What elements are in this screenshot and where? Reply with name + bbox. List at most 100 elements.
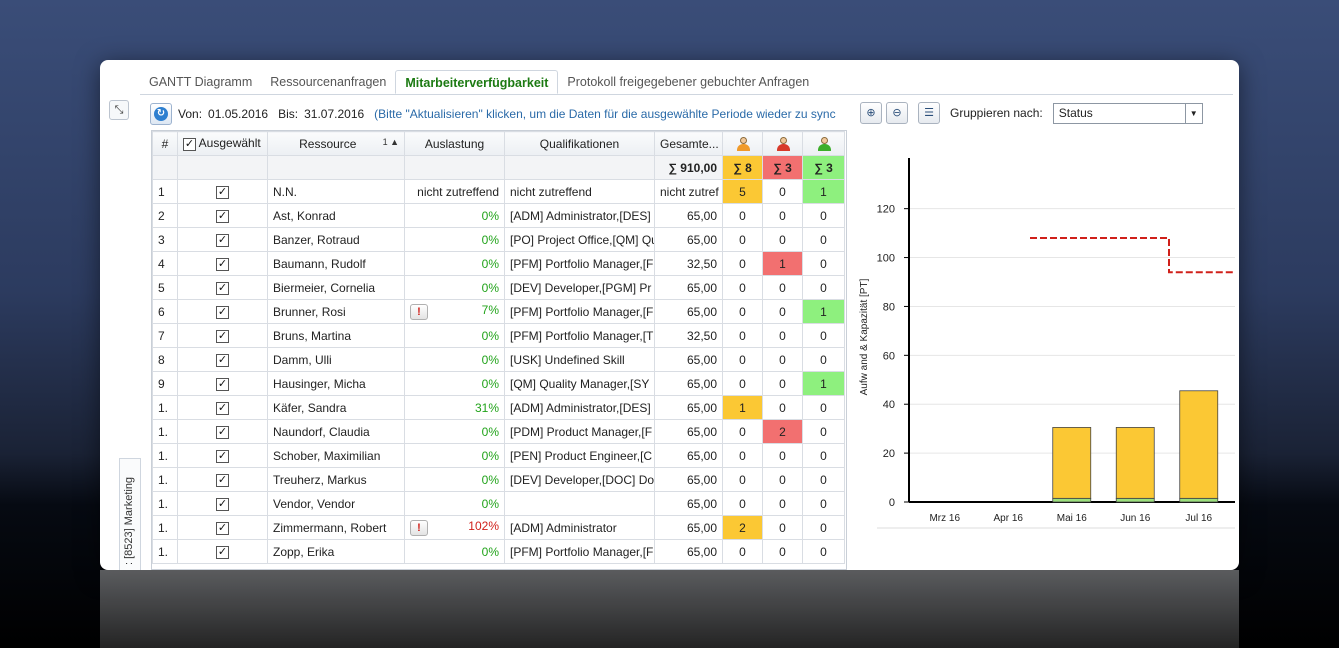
row-selected[interactable]: ✓ bbox=[177, 251, 268, 276]
table-row[interactable]: 1 ✓ N.N. nicht zutreffend nicht zutreffend ni… bbox=[152, 179, 845, 204]
row-checkbox[interactable]: ✓ bbox=[216, 329, 229, 343]
row-checkbox[interactable]: ✓ bbox=[216, 521, 229, 535]
total-cell: 65,00 bbox=[654, 227, 723, 252]
total-cell: 32,50 bbox=[654, 323, 723, 348]
from-date[interactable]: 01.05.2016 bbox=[208, 107, 269, 121]
row-checkbox[interactable]: ✓ bbox=[216, 449, 229, 463]
col-header-qualifications[interactable]: Qualifikationen bbox=[504, 131, 655, 156]
status-green-cell: 0 bbox=[802, 419, 845, 444]
row-checkbox[interactable]: ✓ bbox=[216, 425, 229, 439]
row-selected[interactable]: ✓ bbox=[177, 203, 268, 228]
row-selected[interactable]: ✓ bbox=[177, 467, 268, 492]
capacity-chart: 0 20 40 60 80 100 120 Aufw and & Kapazität [PT]… bbox=[859, 158, 1235, 529]
tab-employee-availability[interactable]: Mitarbeiterverfügbarkeit bbox=[395, 70, 559, 94]
tab-gantt[interactable]: GANTT Diagramm bbox=[149, 75, 253, 89]
row-selected[interactable]: ✓ bbox=[177, 419, 268, 444]
row-checkbox[interactable]: ✓ bbox=[216, 401, 229, 415]
row-checkbox[interactable]: ✓ bbox=[216, 281, 229, 295]
refresh-button[interactable]: ↻ bbox=[150, 103, 172, 125]
to-date[interactable]: 31.07.2016 bbox=[304, 107, 365, 121]
row-number: 1. bbox=[152, 443, 178, 468]
table-row[interactable]: 1. ✓ Zopp, Erika 0% [PFM] Portfolio Manager,… bbox=[152, 539, 845, 564]
warning-icon[interactable]: ! bbox=[410, 520, 428, 536]
utilization-cell: 0% bbox=[404, 443, 505, 468]
utilization-cell: 0% bbox=[404, 371, 505, 396]
col-header-selected-label: Ausgewählt bbox=[198, 136, 261, 151]
x-tick-label: Mrz 16 bbox=[929, 513, 960, 524]
table-row[interactable]: 1. ✓ Treuherz, Markus 0% [DEV] Developer,[DO… bbox=[152, 467, 845, 492]
row-checkbox[interactable]: ✓ bbox=[216, 353, 229, 367]
main-window: GANTT Diagramm Ressourcenanfragen Mitarb… bbox=[100, 60, 1239, 570]
row-checkbox[interactable]: ✓ bbox=[216, 545, 229, 559]
total-cell: 65,00 bbox=[654, 395, 723, 420]
table-row[interactable]: 9 ✓ Hausinger, Micha 0% [QM] Quality Manager… bbox=[152, 371, 845, 396]
row-selected[interactable]: ✓ bbox=[177, 539, 268, 564]
list-button[interactable]: ☰ bbox=[918, 102, 940, 124]
table-row[interactable]: 1. ✓ Vendor, Vendor 0% 65,00 0 0 0 bbox=[152, 491, 845, 516]
table-row[interactable]: 8 ✓ Damm, Ulli 0% [USK] Undefined Skill 65,00… bbox=[152, 347, 845, 372]
row-selected[interactable]: ✓ bbox=[177, 443, 268, 468]
col-header-num[interactable]: # bbox=[152, 131, 178, 156]
row-checkbox[interactable]: ✓ bbox=[216, 233, 229, 247]
row-selected[interactable]: ✓ bbox=[177, 179, 268, 204]
table-row[interactable]: 4 ✓ Baumann, Rudolf 0% [PFM] Portfolio Manag… bbox=[152, 251, 845, 276]
utilization-value: nicht zutreffend bbox=[417, 184, 499, 199]
table-row[interactable]: 1. ✓ Schober, Maximilian 0% [PEN] Product En… bbox=[152, 443, 845, 468]
row-selected[interactable]: ✓ bbox=[177, 227, 268, 252]
row-selected[interactable]: ✓ bbox=[177, 299, 268, 324]
table-row[interactable]: 6 ✓ Brunner, Rosi! 7% [PFM] Portfolio Manage… bbox=[152, 299, 845, 324]
table-row[interactable]: 1. ✓ Naundorf, Claudia 0% [PDM] Product Mana… bbox=[152, 419, 845, 444]
col-header-status-green[interactable] bbox=[802, 131, 845, 156]
row-selected[interactable]: ✓ bbox=[177, 491, 268, 516]
col-header-utilization[interactable]: Auslastung bbox=[404, 131, 505, 156]
utilization-cell: 0% bbox=[404, 467, 505, 492]
col-header-status-red[interactable] bbox=[762, 131, 803, 156]
row-selected[interactable]: ✓ bbox=[177, 371, 268, 396]
col-header-selected[interactable]: ✓ Ausgewählt bbox=[177, 131, 268, 156]
table-row[interactable]: 1. ✓ Zimmermann, Robert! 102% [ADM] Administ… bbox=[152, 515, 845, 540]
person-red-icon bbox=[776, 136, 790, 151]
row-selected[interactable]: ✓ bbox=[177, 515, 268, 540]
status-green-cell: 0 bbox=[802, 515, 845, 540]
tab-protocol[interactable]: Protokoll freigegebener gebuchter Anfrag… bbox=[567, 75, 810, 89]
group-by-select[interactable]: Status ▼ bbox=[1052, 102, 1203, 124]
row-checkbox[interactable]: ✓ bbox=[216, 305, 229, 319]
table-row[interactable]: 7 ✓ Bruns, Martina 0% [PFM] Portfolio Manage… bbox=[152, 323, 845, 348]
vertical-tab-marketing[interactable]: : [8523] Marketing bbox=[119, 458, 141, 570]
select-all-checkbox[interactable]: ✓ bbox=[183, 137, 196, 151]
table-row[interactable]: 2 ✓ Ast, Konrad 0% [ADM] Administrator,[DES]… bbox=[152, 203, 845, 228]
table-row[interactable]: 1. ✓ Käfer, Sandra 31% [ADM] Administrator,[… bbox=[152, 395, 845, 420]
row-checkbox[interactable]: ✓ bbox=[216, 209, 229, 223]
utilization-cell: 0% bbox=[404, 251, 505, 276]
row-checkbox[interactable]: ✓ bbox=[216, 257, 229, 271]
col-header-resource[interactable]: Ressource 1 ▲ bbox=[267, 131, 405, 156]
col-header-total[interactable]: Gesamte... bbox=[654, 131, 723, 156]
row-number: 1. bbox=[152, 419, 178, 444]
row-checkbox[interactable]: ✓ bbox=[216, 185, 229, 199]
total-cell: 65,00 bbox=[654, 371, 723, 396]
row-selected[interactable]: ✓ bbox=[177, 347, 268, 372]
status-yellow-cell: 0 bbox=[722, 371, 763, 396]
zoom-out-button[interactable]: ⊖ bbox=[886, 102, 908, 124]
col-header-status-yellow[interactable] bbox=[722, 131, 763, 156]
status-green-cell: 0 bbox=[802, 251, 845, 276]
table-row[interactable]: 5 ✓ Biermeier, Cornelia 0% [DEV] Developer,[… bbox=[152, 275, 845, 300]
row-checkbox[interactable]: ✓ bbox=[216, 497, 229, 511]
row-selected[interactable]: ✓ bbox=[177, 323, 268, 348]
status-green-cell: 0 bbox=[802, 203, 845, 228]
row-checkbox[interactable]: ✓ bbox=[216, 473, 229, 487]
warning-icon[interactable]: ! bbox=[410, 304, 428, 320]
collapse-icon[interactable]: ⤡ bbox=[109, 100, 129, 120]
row-selected[interactable]: ✓ bbox=[177, 275, 268, 300]
tab-resource-requests[interactable]: Ressourcenanfragen bbox=[270, 75, 387, 89]
status-green-cell: 0 bbox=[802, 491, 845, 516]
zoom-in-button[interactable]: ⊕ bbox=[860, 102, 882, 124]
table-row[interactable]: 3 ✓ Banzer, Rotraud 0% [PO] Project Office,[… bbox=[152, 227, 845, 252]
row-checkbox[interactable]: ✓ bbox=[216, 377, 229, 391]
resource-name: N.N. bbox=[267, 179, 405, 204]
y-axis-label: Aufw and & Kapazität [PT] bbox=[859, 278, 870, 395]
availability-grid: # ✓ Ausgewählt Ressource 1 ▲ Auslastung Q… bbox=[151, 130, 847, 570]
row-selected[interactable]: ✓ bbox=[177, 395, 268, 420]
status-red-cell: 0 bbox=[762, 539, 803, 564]
tab-divider bbox=[140, 94, 1233, 95]
